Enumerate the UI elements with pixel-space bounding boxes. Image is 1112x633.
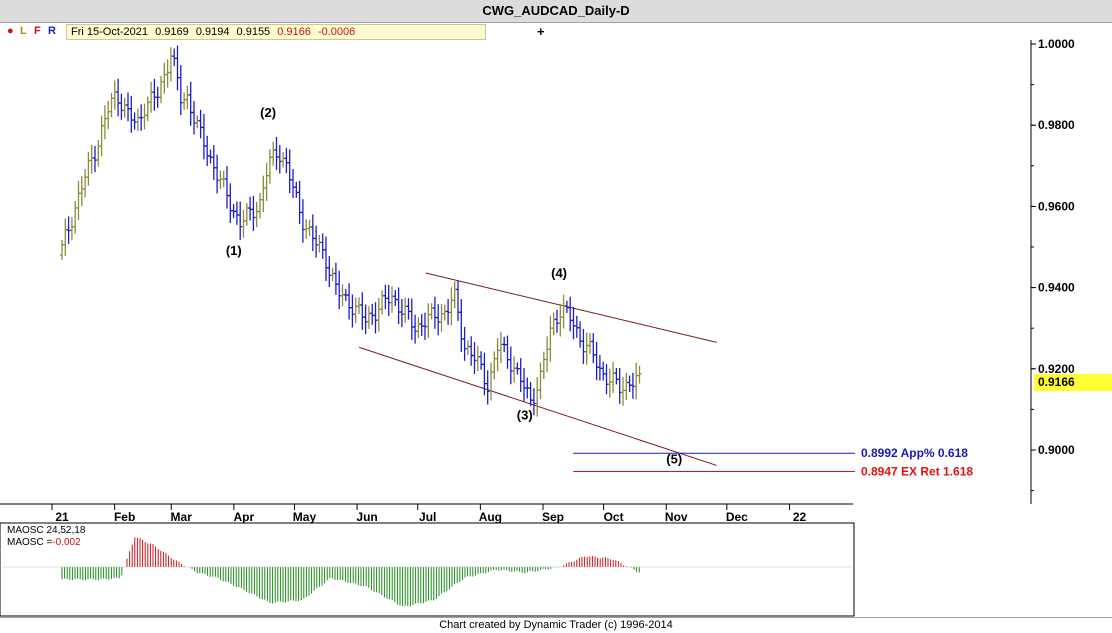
osc-readout-label: MAOSC = (7, 537, 53, 548)
channel-line-1 (358, 346, 717, 466)
quote-close: 0.9166 (277, 26, 311, 38)
price-bars (60, 45, 642, 417)
y-tick-label-4: 0.9200 (1038, 362, 1075, 376)
x-tick-label-5: Jun (356, 510, 377, 524)
x-tick-label-2: Mar (171, 510, 193, 524)
add-icon[interactable]: + (537, 24, 545, 39)
price-panel-bg (0, 40, 1112, 504)
quote-high: 0.9194 (195, 26, 230, 38)
x-tick-label-3: Apr (234, 510, 255, 524)
x-tick-label-11: Dec (726, 510, 748, 524)
x-tick-label-1: Feb (114, 510, 135, 524)
y-tick-label-3: 0.9400 (1038, 281, 1075, 295)
y-tick-label-1: 0.9800 (1038, 118, 1075, 132)
quote-low: 0.9155 (236, 26, 271, 38)
x-tick-label-6: Jul (419, 510, 436, 524)
window-title: CWG_AUDCAD_Daily-D (0, 0, 1112, 23)
y-tick-label-5: 0.9000 (1038, 443, 1075, 457)
info-bar: ● L F R Fri 15-Oct-2021 0.9169 0.9194 0.… (0, 23, 1112, 40)
quote-box: Fri 15-Oct-2021 0.9169 0.9194 0.9155 0.9… (66, 24, 545, 40)
osc-title: MAOSC 24,52,18 (7, 525, 86, 536)
f-button[interactable]: F (34, 25, 41, 37)
x-tick-label-0: 21 (55, 510, 69, 524)
wave-label-2: (3) (517, 408, 533, 423)
y-tick-label-0: 1.0000 (1038, 37, 1075, 51)
target-levels: 0.8992 App% 0.618 0.8947 EX Ret 1.618 (573, 446, 973, 479)
wave-label-3: (4) (551, 265, 567, 280)
quote-date: Fri 15-Oct-2021 (71, 26, 149, 38)
osc-readout-value: -0.002 (52, 537, 81, 548)
x-tick-label-12: 22 (793, 510, 807, 524)
footer-credit: Chart created by Dynamic Trader (c) 1996… (0, 617, 1112, 633)
wave-label-1: (2) (260, 105, 276, 120)
quote-open: 0.9169 (155, 26, 189, 38)
wave-label-4: (5) (666, 451, 682, 466)
level-label-1: 0.8947 EX Ret 1.618 (861, 465, 973, 479)
channel-line-0 (425, 272, 717, 343)
x-tick-label-4: May (293, 510, 317, 524)
level-label-0: 0.8992 App% 0.618 (861, 446, 968, 460)
wave-label-0: (1) (226, 243, 242, 258)
x-tick-label-10: Nov (665, 510, 688, 524)
osc-readout: MAOSC =-0.002 (7, 537, 81, 548)
wave-labels: (1) (2) (3) (4) (5) (226, 105, 682, 466)
y-tick-label-2: 0.9600 (1038, 199, 1075, 213)
quote-change: -0.0006 (317, 26, 356, 38)
x-tick-label-7: Aug (479, 510, 502, 524)
channel-lines (358, 272, 717, 466)
l-button[interactable]: L (20, 25, 27, 37)
x-tick-label-8: Sep (542, 510, 564, 524)
y-axis: 1.0000 0.9800 0.9600 0.9400 0.9200 0.9000 (1031, 37, 1075, 492)
x-tick-label-9: Oct (604, 510, 624, 524)
x-axis: 21 Feb Mar Apr May Jun Jul Aug Sep Oct Nov Dec 22 (51, 504, 807, 524)
r-button[interactable]: R (48, 25, 56, 37)
osc-panel-frame (0, 522, 855, 617)
record-dot-icon[interactable]: ● (7, 25, 14, 37)
oscillator-bars (2, 537, 852, 607)
last-price-tag: 0.9166 (1034, 374, 1112, 391)
price-panel: 1.0000 0.9800 0.9600 0.9400 0.9200 0.9000 0.8… (0, 37, 1112, 504)
